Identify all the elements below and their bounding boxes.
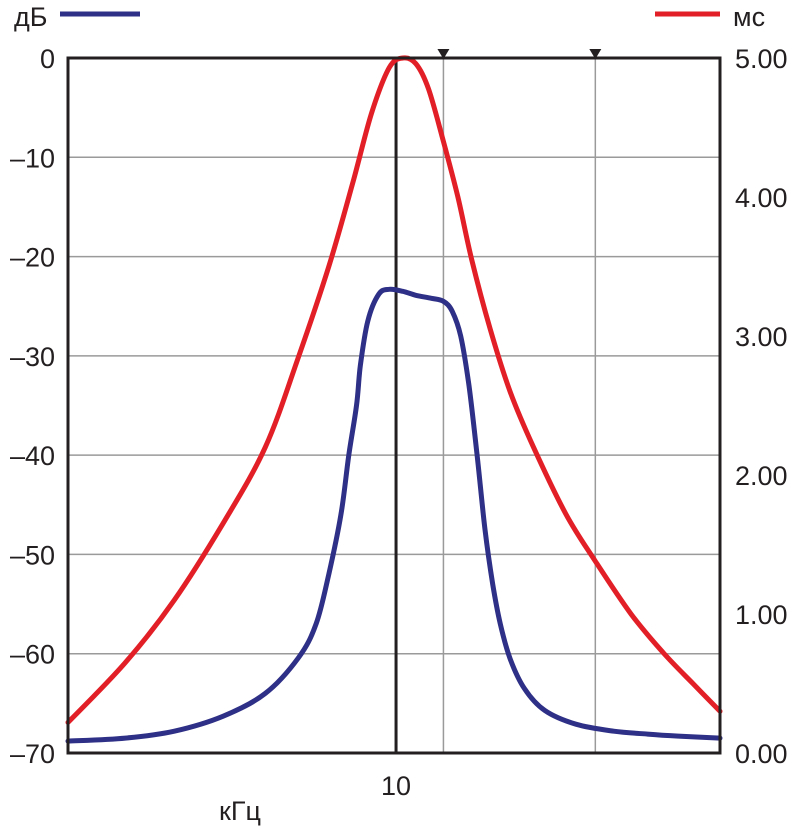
x-axis-ticks: 10: [381, 771, 411, 801]
right-tick-label: 1.00: [735, 600, 788, 630]
left-axis-unit: дБ: [14, 2, 47, 32]
vertical-lines: [394, 58, 597, 753]
right-tick-label: 0.00: [735, 739, 788, 769]
left-tick-label: –70: [10, 739, 55, 769]
x-axis-label: кГц: [219, 796, 261, 826]
marker-triangle-icon: [589, 49, 602, 59]
left-tick-label: –20: [10, 243, 55, 273]
series-line-ms: [65, 55, 723, 725]
plot-frame: [66, 56, 722, 755]
left-tick-label: –40: [10, 441, 55, 471]
left-tick-label: –50: [10, 540, 55, 570]
left-tick-label: –10: [10, 143, 55, 173]
right-tick-label: 2.00: [735, 461, 788, 491]
right-axis-ticks: 5.00 4.00 3.00 2.00 1.00 0.00: [735, 44, 788, 769]
series-line-db: [65, 286, 723, 744]
left-tick-label: –30: [10, 342, 55, 372]
right-tick-label: 4.00: [735, 183, 788, 213]
grid-lines: [68, 156, 720, 655]
x-markers: [437, 49, 602, 59]
marker-triangle-icon: [437, 49, 450, 59]
right-tick-label: 5.00: [735, 44, 788, 74]
right-tick-label: 3.00: [735, 322, 788, 352]
right-axis-unit: мс: [733, 2, 765, 32]
series-group: [65, 55, 723, 744]
x-tick-label: 10: [381, 771, 411, 801]
left-tick-label: –60: [10, 640, 55, 670]
left-axis-ticks: 0 –10 –20 –30 –40 –50 –60 –70: [10, 44, 55, 769]
left-tick-label: 0: [40, 44, 55, 74]
